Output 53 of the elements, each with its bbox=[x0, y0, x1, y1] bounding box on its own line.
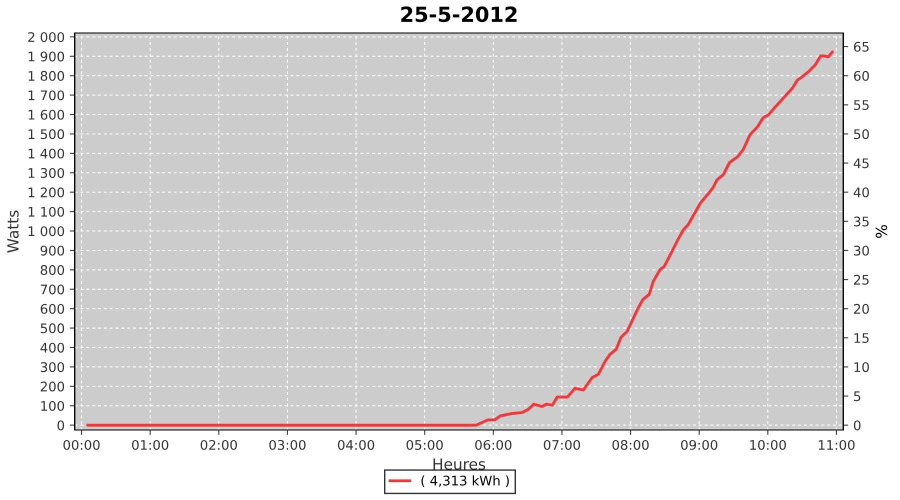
x-axis-title: Heures bbox=[434, 458, 486, 470]
y-tick-label: 1 800 bbox=[28, 70, 64, 81]
y2-tick-label: 50 bbox=[854, 129, 869, 140]
y-tick-label: 400 bbox=[40, 342, 64, 353]
x-tick-label: 02:00 bbox=[200, 440, 237, 450]
y-tick-label: 1 900 bbox=[28, 52, 64, 62]
y2-tick-label: 55 bbox=[854, 100, 869, 110]
y-tick-label: 1 300 bbox=[28, 168, 64, 178]
x-tick-label: 06:00 bbox=[475, 440, 512, 450]
y2-tick-label: 40 bbox=[854, 187, 869, 198]
y-tick-label: 1 100 bbox=[28, 206, 64, 217]
x-tick-label: 01:00 bbox=[132, 440, 168, 450]
y-tick-label: 200 bbox=[40, 382, 64, 392]
y2-tick-label: 15 bbox=[854, 333, 869, 343]
y-tick-label: 800 bbox=[40, 265, 64, 276]
y2-tick-label: 25 bbox=[854, 274, 869, 285]
y-tick-label: 700 bbox=[40, 284, 64, 294]
y2-tick-label: 45 bbox=[854, 158, 869, 168]
y-tick-label: 1 000 bbox=[28, 226, 64, 236]
y2-tick-label: 60 bbox=[854, 70, 869, 81]
y-tick-label: 100 bbox=[41, 400, 64, 411]
chart-title: 25-5-2012 bbox=[401, 6, 517, 22]
x-tick-label: 11:00 bbox=[818, 440, 855, 450]
y-tick-label: 300 bbox=[40, 362, 64, 372]
y-tick-label: 1 200 bbox=[28, 187, 64, 198]
y-tick-label: 1 600 bbox=[28, 110, 64, 120]
y2-axis-title: % bbox=[876, 225, 888, 238]
x-tick-label: 00:00 bbox=[63, 440, 100, 450]
y2-tick-label: 65 bbox=[854, 42, 869, 52]
x-tick-label: 10:00 bbox=[750, 440, 786, 450]
y-tick-label: 2 000 bbox=[28, 32, 64, 42]
y2-tick-label: 30 bbox=[854, 246, 869, 256]
y2-tick-label: 20 bbox=[854, 304, 869, 314]
y-tick-label: 1 400 bbox=[28, 148, 64, 159]
y-tick-label: 500 bbox=[40, 323, 64, 334]
y2-tick-label: 35 bbox=[854, 216, 869, 227]
line-series bbox=[86, 50, 834, 427]
legend-label: ( 4,313 kWh ) bbox=[421, 475, 509, 488]
y-tick-label: 900 bbox=[40, 246, 64, 256]
x-tick-label: 09:00 bbox=[681, 440, 718, 450]
y2-tick-label: 5 bbox=[854, 391, 860, 402]
y-axis-title: Watts bbox=[7, 210, 19, 253]
y-tick-label: 1 500 bbox=[28, 129, 64, 140]
y-tick-label: 1 700 bbox=[28, 90, 64, 100]
y2-tick-label: 0 bbox=[854, 420, 861, 430]
x-tick-label: 08:00 bbox=[612, 440, 649, 450]
x-tick-label: 05:00 bbox=[406, 440, 443, 450]
x-tick-label: 07:00 bbox=[544, 440, 580, 450]
y-tick-label: 0 bbox=[57, 420, 64, 430]
y-tick-label: 600 bbox=[40, 304, 64, 314]
x-tick-label: 03:00 bbox=[269, 440, 306, 450]
x-tick-label: 04:00 bbox=[338, 440, 374, 450]
y2-tick-label: 10 bbox=[854, 362, 869, 372]
